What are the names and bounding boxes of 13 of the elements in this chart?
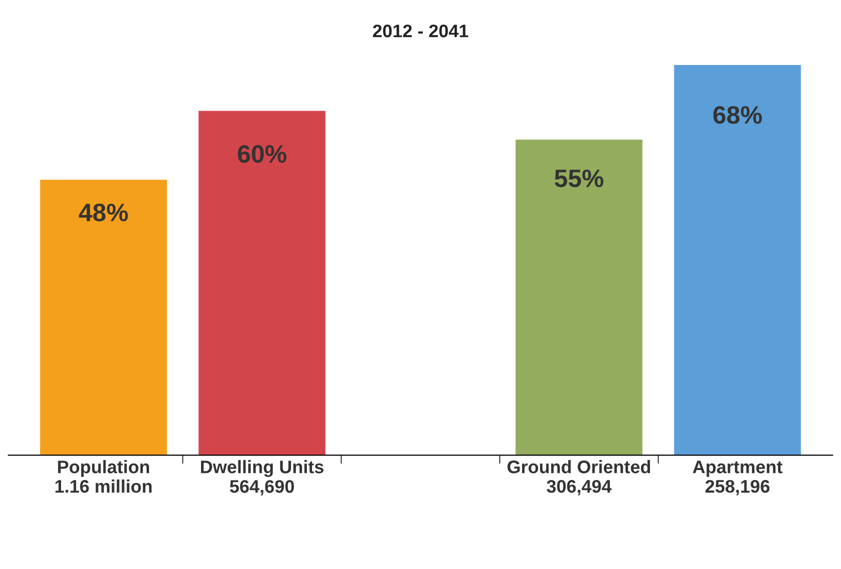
- bar: [516, 140, 642, 456]
- data-label: 48%: [78, 204, 128, 222]
- bar: [674, 65, 801, 456]
- x-tick-label: Population 1.16 million: [55, 460, 152, 493]
- x-tick-label: Dwelling Units 564,690: [201, 460, 324, 496]
- x-tick-label: Ground Oriented 306,494: [508, 460, 650, 496]
- bar: [198, 110, 326, 456]
- x-tick-label: Apartment 258,196: [692, 460, 782, 496]
- bar: [40, 180, 167, 456]
- data-label: 60%: [238, 145, 286, 163]
- chart-title: 2012 - 2041: [372, 24, 468, 38]
- data-label: 68%: [713, 106, 762, 124]
- data-label: 55%: [554, 170, 604, 188]
